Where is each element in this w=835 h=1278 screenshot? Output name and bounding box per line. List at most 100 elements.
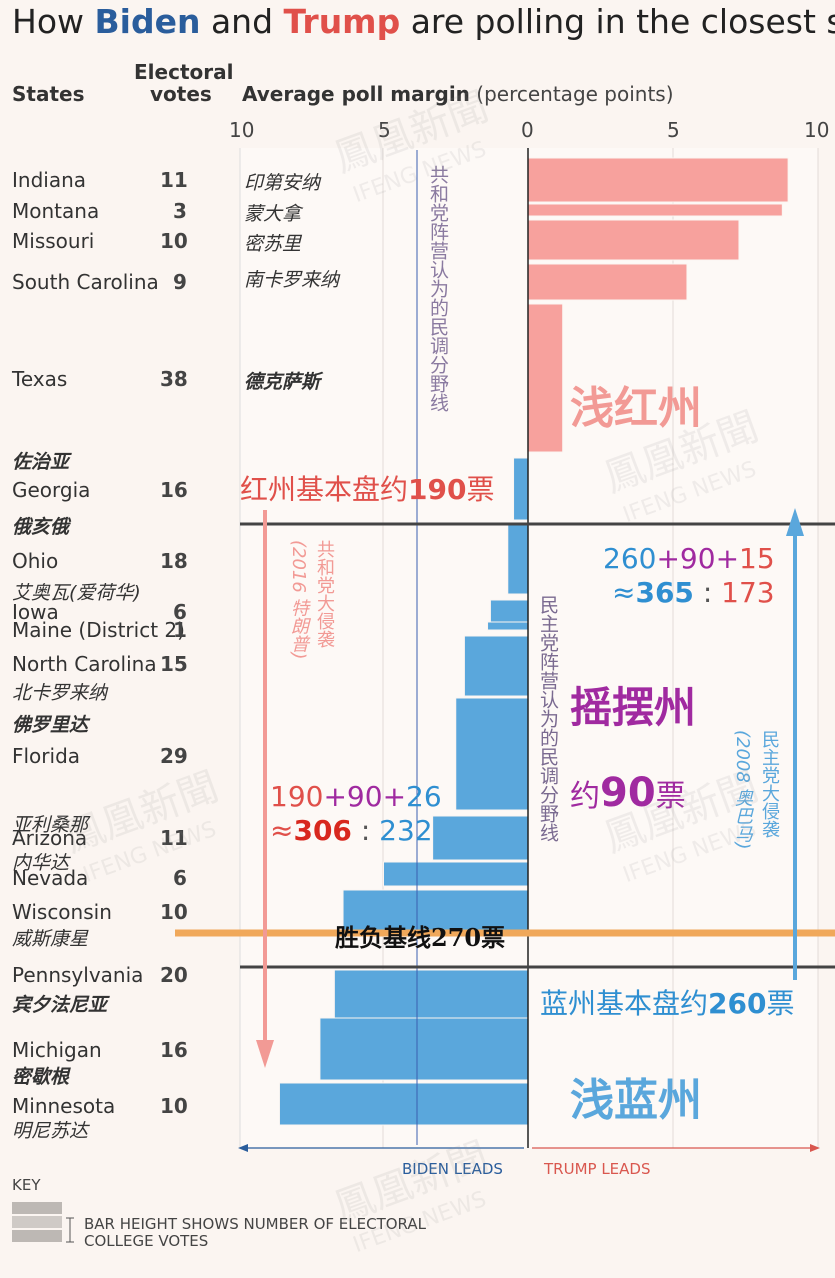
state-electoral-votes: 20 xyxy=(160,963,188,987)
bar-nevada xyxy=(383,861,529,887)
biden-leads-arrow-head xyxy=(238,1144,248,1152)
bar-pennsylvania xyxy=(333,969,529,1019)
light-blue-label: 浅蓝州 xyxy=(570,1075,702,1126)
state-electoral-votes: 10 xyxy=(160,229,188,253)
dem-sweep-arrow-head xyxy=(786,508,804,536)
state-name-cn: 北卡罗来纳 xyxy=(12,682,108,704)
blue-base-label: 蓝州基本盘约260票 xyxy=(540,982,794,1022)
bar-ohio xyxy=(507,523,529,595)
key-bar-1 xyxy=(12,1202,62,1214)
state-name: Indiana xyxy=(12,168,87,192)
state-electoral-votes: 1 xyxy=(173,618,187,642)
title-mid: and xyxy=(200,2,284,41)
bar-florida xyxy=(455,697,529,811)
blue-formula-c: 15 xyxy=(739,542,775,575)
win-line-label: 胜负基线270票 xyxy=(335,923,506,952)
state-name-cn: 德克萨斯 xyxy=(244,371,321,393)
state-name-cn: 宾夕法尼亚 xyxy=(12,994,108,1016)
state-name: Michigan xyxy=(12,1038,102,1062)
bar-iowa xyxy=(489,599,529,623)
bar-texas xyxy=(527,303,564,453)
blue-result-sep: : xyxy=(693,576,722,609)
blue-base-unit: 票 xyxy=(766,987,795,1020)
state-name: Georgia xyxy=(12,478,91,502)
bar-missouri xyxy=(527,219,740,261)
key-bar-2 xyxy=(12,1216,62,1228)
red-base-label: 红州基本盘约190票 xyxy=(240,468,494,508)
swing-votes-pre: 约 xyxy=(570,779,600,814)
bar-wisconsin xyxy=(342,889,529,931)
blue-formula-b: 90 xyxy=(679,542,716,575)
state-name: Iowa xyxy=(12,600,59,624)
tick-label-trump-10: 10 xyxy=(804,118,830,142)
margin-header-bold: Average poll margin xyxy=(242,82,470,106)
blue-formula: 260+90+15 xyxy=(603,542,775,575)
margin-header: Average poll margin (percentage points) xyxy=(242,82,674,106)
swing-votes-unit: 票 xyxy=(655,779,686,814)
red-result-dem: 232 xyxy=(379,814,433,847)
electoral-header-2: votes xyxy=(150,82,212,106)
state-name-cn: 印第安纳 xyxy=(244,172,321,194)
state-name: Texas xyxy=(12,367,68,391)
red-base-text: 红州基本盘约 xyxy=(240,473,409,506)
swing-label: 摇摆州 xyxy=(570,683,697,732)
red-formula-b: 90 xyxy=(346,780,383,813)
red-formula-a: 190 xyxy=(270,780,324,813)
blue-result-gop: 173 xyxy=(721,576,775,609)
state-name: Arizona xyxy=(12,826,88,850)
state-electoral-votes: 6 xyxy=(173,600,187,624)
red-result: ≈306 : 232 xyxy=(270,814,433,847)
key-text-1: BAR HEIGHT SHOWS NUMBER OF ELECTORAL xyxy=(84,1215,426,1233)
state-electoral-votes: 11 xyxy=(160,168,188,192)
red-base-unit: 票 xyxy=(466,473,495,506)
blue-formula-plus1: + xyxy=(656,542,680,575)
key-label: KEY xyxy=(12,1176,41,1194)
gop-sweep-arrow-head xyxy=(256,1040,274,1068)
title-prefix: How xyxy=(12,2,95,41)
key-text-2: COLLEGE VOTES xyxy=(84,1232,209,1250)
state-electoral-votes: 10 xyxy=(160,900,188,924)
tick-label-zero: 0 xyxy=(521,118,534,142)
bar-south-carolina xyxy=(527,263,688,301)
state-name-cn: 密苏里 xyxy=(244,233,302,255)
state-name: Minnesota xyxy=(12,1094,116,1118)
blue-result-approx: ≈ xyxy=(612,576,636,609)
red-result-sep: : xyxy=(351,814,380,847)
state-name-cn: 内华达 xyxy=(12,852,70,874)
swing-votes: 约90票 xyxy=(570,770,686,816)
red-result-gop: 306 xyxy=(293,814,352,847)
state-name: North Carolina xyxy=(12,652,157,676)
dem-wild-label: 民主党阵营认为的民调分野线 xyxy=(537,595,559,842)
state-name-cn: 南卡罗来纳 xyxy=(244,269,340,291)
bar-minnesota xyxy=(278,1082,529,1126)
red-formula-plus2: + xyxy=(382,780,407,813)
chart-title: How Biden and Trump are polling in the c… xyxy=(12,2,835,41)
gop-wild-label: 共和党阵营认为的民调分野线 xyxy=(427,165,449,412)
state-electoral-votes: 16 xyxy=(160,478,188,502)
bar-north-carolina xyxy=(463,635,529,697)
light-red-label: 浅红州 xyxy=(570,383,702,434)
blue-result-dem: 365 xyxy=(635,576,694,609)
bars-group xyxy=(278,157,789,1126)
blue-result: ≈365 : 173 xyxy=(612,576,775,609)
dem-sweep-sub: (2008 奥巴马) xyxy=(732,730,753,850)
title-suffix: are polling in the closest st xyxy=(400,2,835,41)
bar-montana xyxy=(527,203,783,217)
state-name-cn: 威斯康星 xyxy=(12,928,89,950)
state-name: Pennsylvania xyxy=(12,963,144,987)
state-name: Missouri xyxy=(12,229,95,253)
blue-formula-a: 260 xyxy=(603,542,657,575)
state-electoral-votes: 9 xyxy=(173,270,187,294)
title-trump: Trump xyxy=(283,2,401,41)
state-name-cn: 密歇根 xyxy=(12,1066,70,1088)
tick-label-biden-5: 5 xyxy=(378,118,391,142)
state-name: Montana xyxy=(12,199,100,223)
state-electoral-votes: 38 xyxy=(160,367,188,391)
state-name: Maine (District 2) xyxy=(12,618,185,642)
state-electoral-votes: 6 xyxy=(173,866,187,890)
state-name: Ohio xyxy=(12,549,59,573)
tick-label-biden-10: 10 xyxy=(229,118,255,142)
dem-sweep-label: 民主党大侵袭 xyxy=(759,730,780,838)
red-result-approx: ≈ xyxy=(270,814,294,847)
